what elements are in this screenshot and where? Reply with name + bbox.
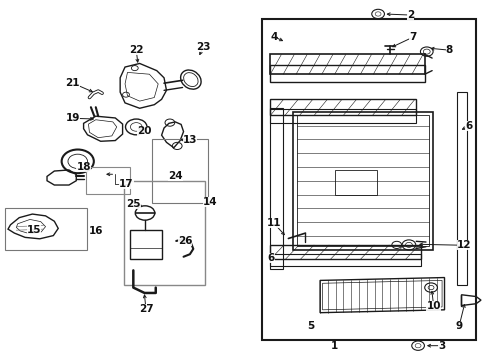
Text: 9: 9	[454, 321, 462, 331]
Bar	[456, 93, 467, 285]
Text: 10: 10	[426, 301, 440, 311]
Bar	[334, 170, 376, 194]
Text: 23: 23	[195, 42, 210, 52]
Text: 24: 24	[167, 171, 182, 181]
Bar	[86, 167, 130, 194]
Text: 11: 11	[266, 218, 281, 228]
Text: 4: 4	[269, 32, 277, 41]
Bar	[270, 54, 424, 74]
Bar	[152, 139, 207, 203]
Text: 22: 22	[129, 45, 143, 55]
Bar	[297, 115, 428, 246]
Bar	[130, 230, 161, 259]
Bar	[123, 181, 205, 285]
Text: 27: 27	[139, 304, 153, 314]
Text: 6: 6	[267, 253, 274, 263]
Text: 25: 25	[126, 199, 140, 210]
Text: 12: 12	[456, 240, 470, 250]
Text: 26: 26	[178, 236, 192, 246]
Text: 14: 14	[203, 197, 217, 207]
Text: 6: 6	[464, 121, 471, 131]
Text: 18: 18	[76, 162, 91, 172]
Text: 13: 13	[182, 135, 197, 145]
Bar	[270, 245, 420, 259]
Text: 21: 21	[65, 78, 80, 88]
Text: 15: 15	[26, 225, 41, 235]
Text: 1: 1	[330, 341, 338, 351]
Text: 3: 3	[437, 341, 445, 351]
Text: 19: 19	[65, 113, 80, 123]
Bar	[4, 208, 87, 250]
Text: 8: 8	[445, 45, 452, 55]
Bar	[270, 65, 424, 82]
Text: 16: 16	[88, 226, 103, 236]
Text: 2: 2	[406, 10, 413, 20]
Text: 20: 20	[137, 126, 151, 135]
Bar	[293, 112, 432, 250]
Bar	[270, 99, 415, 116]
Bar	[270, 109, 415, 123]
Bar	[270, 253, 420, 266]
Bar	[261, 19, 475, 339]
Text: 5: 5	[306, 321, 313, 331]
Text: 17: 17	[119, 179, 134, 189]
Bar	[270, 108, 282, 269]
Text: 7: 7	[408, 32, 416, 42]
